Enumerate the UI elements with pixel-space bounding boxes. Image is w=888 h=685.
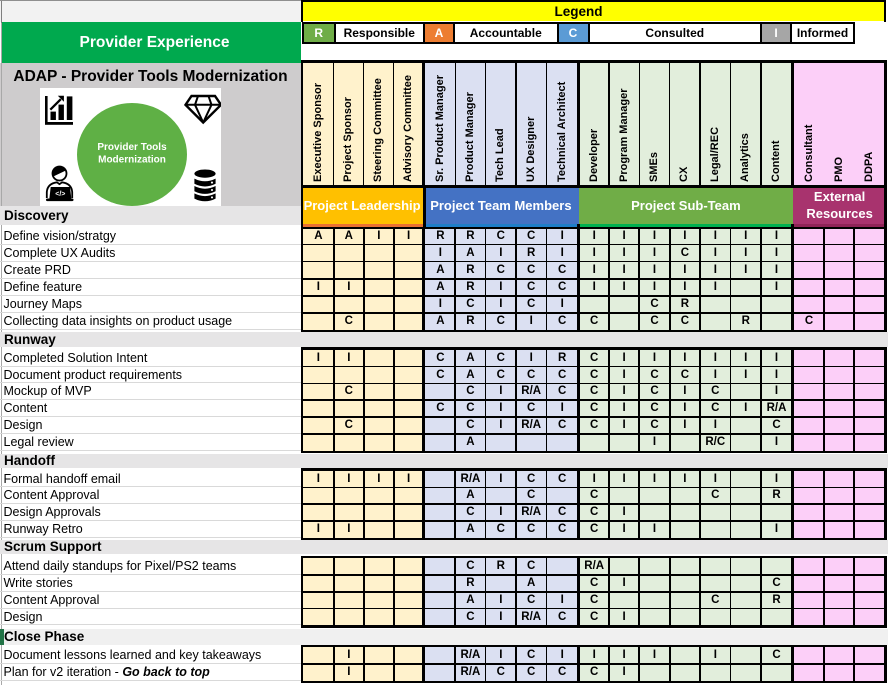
svg-text:</>: </>: [55, 191, 65, 198]
svg-text:Modernization: Modernization: [98, 155, 166, 166]
svg-text:Provider Tools: Provider Tools: [97, 142, 167, 153]
